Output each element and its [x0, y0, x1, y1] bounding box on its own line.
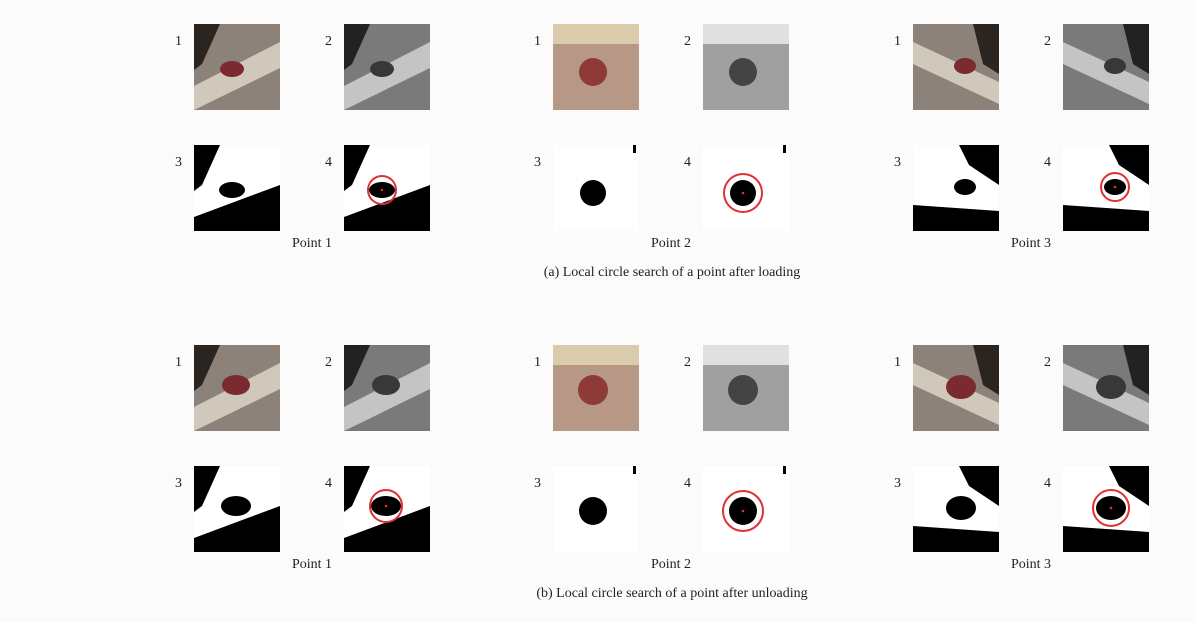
- subfigure-label: 4: [325, 155, 332, 170]
- subfigure-label: 1: [534, 355, 541, 370]
- image-tile: [344, 345, 430, 431]
- circle-center: [1114, 186, 1117, 189]
- circle-center: [742, 510, 745, 513]
- image-tile: [703, 345, 789, 431]
- panel-caption: (b) Local circle search of a point after…: [536, 586, 807, 601]
- image-tile: [194, 345, 280, 431]
- image-tile: [1063, 24, 1149, 110]
- point-label: Point 3: [1011, 557, 1051, 572]
- image-tile: [703, 24, 789, 110]
- image-tile: [1063, 345, 1149, 431]
- point-group: 1 2 3 4 Point 1: [175, 345, 430, 572]
- subfigure-label: 2: [1044, 34, 1051, 49]
- image-tile: [913, 466, 999, 552]
- panel-caption: (a) Local circle search of a point after…: [544, 265, 801, 280]
- image-tile: [194, 145, 280, 231]
- subfigure-label: 4: [684, 155, 691, 170]
- subfigure-label: 2: [325, 34, 332, 49]
- subfigure-label: 2: [1044, 355, 1051, 370]
- circle-center: [381, 189, 384, 192]
- point-label: Point 2: [651, 557, 691, 572]
- subfigure-label: 4: [1044, 155, 1051, 170]
- image-tile: [344, 145, 430, 231]
- subfigure-label: 2: [684, 355, 691, 370]
- subfigure-label: 2: [325, 355, 332, 370]
- image-tile: [1063, 145, 1149, 231]
- image-tile: [703, 466, 789, 552]
- image-tile: [194, 24, 280, 110]
- point-label: Point 2: [651, 236, 691, 251]
- image-tile: [553, 24, 639, 110]
- image-tile: [1063, 466, 1149, 552]
- image-tile: [703, 145, 789, 231]
- subfigure-label: 1: [534, 34, 541, 49]
- subfigure-label: 1: [175, 34, 182, 49]
- subfigure-label: 3: [534, 476, 541, 491]
- subfigure-label: 1: [175, 355, 182, 370]
- image-tile: [344, 24, 430, 110]
- subfigure-label: 3: [534, 155, 541, 170]
- figure: 1 2 3 4 Point 1 1 2 3 4 Point 2 1 2 3 4 Point 3 (a) Loc…: [0, 0, 1196, 622]
- subfigure-label: 3: [175, 476, 182, 491]
- image-tile: [913, 24, 999, 110]
- circle-center: [385, 505, 388, 508]
- point-group: 1 2 3 4 Point 3: [894, 345, 1149, 572]
- subfigure-label: 3: [894, 155, 901, 170]
- subfigure-label: 4: [1044, 476, 1051, 491]
- subfigure-label: 4: [325, 476, 332, 491]
- point-label: Point 3: [1011, 236, 1051, 251]
- point-group: 1 2 3 4 Point 1: [175, 24, 430, 251]
- subfigure-label: 3: [175, 155, 182, 170]
- subfigure-label: 2: [684, 34, 691, 49]
- circle-center: [742, 192, 745, 195]
- point-label: Point 1: [292, 236, 332, 251]
- point-group: 1 2 3 4 Point 3: [894, 24, 1149, 251]
- image-tile: [553, 466, 639, 552]
- subfigure-label: 4: [684, 476, 691, 491]
- point-group: 1 2 3 4 Point 2: [534, 24, 789, 251]
- point-group: 1 2 3 4 Point 2: [534, 345, 789, 572]
- point-label: Point 1: [292, 557, 332, 572]
- subfigure-label: 1: [894, 34, 901, 49]
- subfigure-label: 3: [894, 476, 901, 491]
- image-tile: [553, 345, 639, 431]
- image-tile: [194, 466, 280, 552]
- image-tile: [553, 145, 639, 231]
- subfigure-label: 1: [894, 355, 901, 370]
- image-tile: [913, 345, 999, 431]
- image-tile: [344, 466, 430, 552]
- image-tile: [913, 145, 999, 231]
- circle-center: [1110, 507, 1113, 510]
